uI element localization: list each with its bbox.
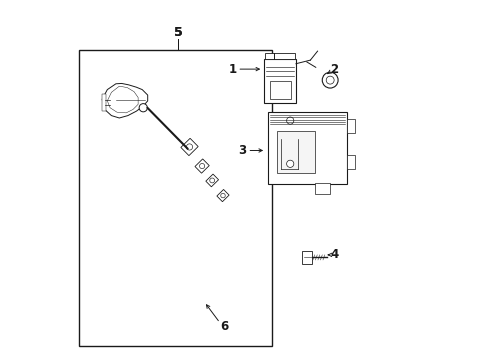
Circle shape (199, 163, 204, 168)
Bar (276, 131, 314, 173)
Circle shape (186, 144, 192, 150)
Text: 2: 2 (330, 63, 338, 76)
Bar (346, 155, 354, 169)
Text: 1: 1 (228, 63, 237, 76)
Text: 3: 3 (238, 144, 246, 157)
Circle shape (139, 104, 147, 112)
Circle shape (322, 72, 337, 88)
Bar (302, 251, 311, 264)
Polygon shape (102, 84, 147, 118)
Bar (315, 183, 329, 194)
Bar (79, 50, 271, 346)
Bar (264, 59, 295, 103)
Polygon shape (181, 138, 198, 156)
Circle shape (325, 76, 333, 84)
Circle shape (286, 117, 293, 124)
Text: 6: 6 (220, 320, 227, 333)
Polygon shape (217, 189, 229, 202)
Circle shape (220, 193, 225, 198)
Circle shape (286, 160, 293, 167)
Polygon shape (205, 174, 218, 187)
Polygon shape (195, 159, 209, 173)
Text: 4: 4 (330, 248, 338, 261)
Bar (102, 94, 106, 111)
Bar (269, 81, 290, 99)
Bar (267, 112, 346, 184)
Circle shape (209, 178, 214, 183)
Bar (264, 53, 295, 59)
Bar (346, 119, 354, 133)
Text: 5: 5 (173, 26, 182, 39)
Text: 5: 5 (173, 26, 182, 39)
